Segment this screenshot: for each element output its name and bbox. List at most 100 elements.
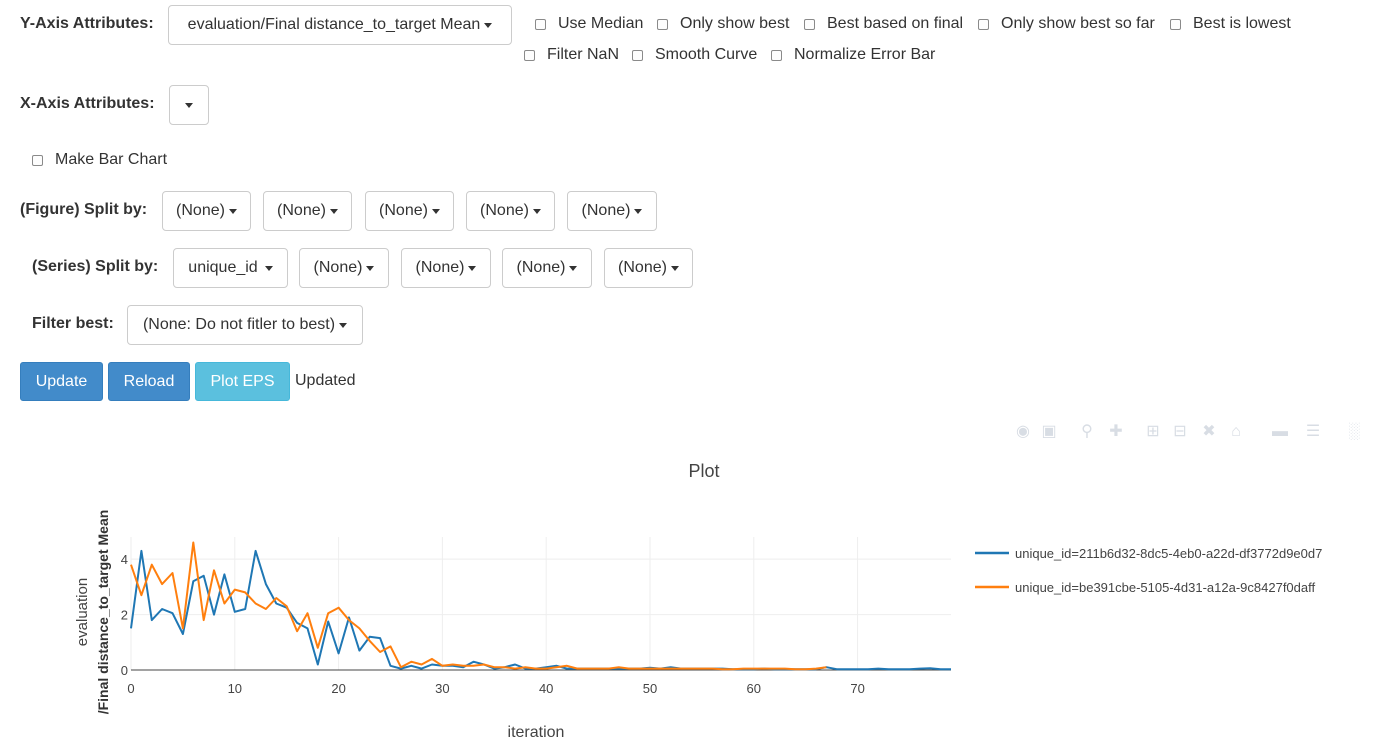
series-split-select-3[interactable]: (None) — [401, 248, 491, 288]
series-split-select-1[interactable]: unique_id — [173, 248, 288, 288]
best-is-lowest-checkbox[interactable]: Best is lowest — [1170, 15, 1291, 33]
checkbox-label: Use Median — [558, 15, 644, 32]
caret-down-icon — [484, 22, 493, 28]
select-value: (None) — [618, 259, 667, 276]
select-value: (None) — [379, 202, 428, 219]
smooth-curve-checkbox[interactable]: Smooth Curve — [632, 46, 757, 64]
select-value: unique_id — [188, 259, 258, 276]
checkbox-box[interactable] — [771, 49, 782, 61]
checkbox-label: Best based on final — [827, 15, 964, 32]
checkbox-box[interactable] — [632, 49, 643, 61]
x-tick-label: 0 — [127, 681, 134, 696]
x-tick-label: 50 — [643, 681, 657, 696]
checkbox-label: Best is lowest — [1193, 15, 1291, 32]
series-split-select-4[interactable]: (None) — [502, 248, 592, 288]
select-value: (None) — [516, 259, 566, 276]
checkbox-box[interactable] — [1170, 18, 1181, 30]
select-value: (None) — [480, 202, 529, 219]
caret-down-icon — [468, 265, 477, 271]
checkbox-label: Only show best so far — [1001, 15, 1155, 32]
status-text: Updated — [295, 372, 356, 389]
select-value: (None) — [277, 202, 326, 219]
figure-split-select-2[interactable]: (None) — [263, 191, 352, 231]
filter-best-label: Filter best: — [32, 315, 114, 332]
pan-icon[interactable]: ✚ — [1109, 423, 1123, 440]
normalize-error-bar-checkbox[interactable]: Normalize Error Bar — [771, 46, 935, 64]
checkbox-box[interactable] — [657, 18, 668, 30]
select-value: (None) — [581, 202, 631, 219]
x-tick-label: 10 — [228, 681, 242, 696]
x-axis-title: iteration — [508, 724, 565, 741]
figure-split-select-5[interactable]: (None) — [567, 191, 657, 231]
figure-split-select-4[interactable]: (None) — [466, 191, 555, 231]
caret-down-icon — [339, 322, 348, 328]
filter-best-select[interactable]: (None: Do not fitler to best) — [127, 305, 363, 345]
caret-down-icon — [670, 265, 679, 271]
only-show-best-checkbox[interactable]: Only show best — [657, 15, 789, 33]
caret-down-icon — [532, 208, 541, 214]
checkbox-label: Normalize Error Bar — [794, 46, 936, 63]
checkbox-box[interactable] — [804, 18, 815, 30]
zoom-in-icon[interactable]: ⊞ — [1146, 423, 1160, 440]
select-value: (None) — [415, 259, 465, 276]
zoom-icon[interactable]: ⚲ — [1081, 423, 1093, 440]
y-axis-title-line-1: /Final distance_to_target Mean — [95, 510, 111, 715]
figure-split-label: (Figure) Split by: — [20, 201, 148, 218]
checkbox-box[interactable] — [32, 154, 43, 166]
caret-down-icon — [634, 208, 643, 214]
only-show-best-so-far-checkbox[interactable]: Only show best so far — [978, 15, 1155, 33]
y-tick-label: 4 — [121, 552, 128, 567]
x-axis-label: X-Axis Attributes: — [20, 95, 155, 112]
update-button[interactable]: Update — [20, 362, 103, 401]
checkbox-label: Make Bar Chart — [55, 151, 168, 168]
camera-icon[interactable]: ◉ — [1016, 423, 1030, 440]
use-median-checkbox[interactable]: Use Median — [535, 15, 643, 33]
legend-item[interactable]: unique_id=211b6d32-8dc5-4eb0-a22d-df3772… — [1015, 546, 1322, 561]
line-chart: 0 10 20 30 40 50 60 70 0 2 4 Plot iteration /Final… — [74, 461, 1322, 741]
reset-axes-icon[interactable]: ⌂ — [1231, 423, 1241, 440]
best-based-on-final-checkbox[interactable]: Best based on final — [804, 15, 963, 33]
figure-split-select-1[interactable]: (None) — [162, 191, 251, 231]
y-axis-select[interactable]: evaluation/Final distance_to_target Mean — [168, 5, 512, 45]
checkbox-box[interactable] — [535, 18, 546, 30]
spike-lines-icon[interactable]: ▬ — [1272, 423, 1288, 440]
reload-button[interactable]: Reload — [108, 362, 190, 401]
series-split-select-2[interactable]: (None) — [299, 248, 389, 288]
figure-split-select-3[interactable]: (None) — [365, 191, 454, 231]
x-tick-label: 40 — [539, 681, 553, 696]
legend-item[interactable]: unique_id=be391cbe-5105-4d31-a12a-9c8427… — [1015, 580, 1315, 595]
filter-nan-checkbox[interactable]: Filter NaN — [524, 46, 619, 64]
plotly-logo-icon[interactable]: ░ — [1348, 423, 1360, 440]
caret-down-icon — [431, 208, 440, 214]
checkbox-box[interactable] — [524, 49, 535, 61]
y-axis-title-line-2: evaluation — [74, 578, 91, 646]
y-axis-select-value: evaluation/Final distance_to_target Mean — [187, 16, 481, 33]
select-value: (None: Do not fitler to best) — [142, 316, 336, 333]
plot-eps-button[interactable]: Plot EPS — [195, 362, 290, 401]
y-tick-label: 0 — [121, 663, 128, 678]
x-tick-label: 60 — [747, 681, 761, 696]
checkbox-label: Filter NaN — [547, 46, 620, 63]
zoom-out-icon[interactable]: ⊟ — [1173, 423, 1187, 440]
caret-down-icon — [329, 208, 338, 214]
caret-down-icon — [366, 265, 375, 271]
compare-hover-icon[interactable]: ☰ — [1305, 423, 1321, 440]
x-axis-select[interactable] — [169, 85, 209, 125]
save-icon[interactable]: ▣ — [1041, 423, 1057, 440]
autoscale-icon[interactable]: ✖ — [1202, 423, 1216, 440]
checkbox-box[interactable] — [978, 18, 989, 30]
make-bar-chart-checkbox[interactable]: Make Bar Chart — [32, 151, 167, 169]
select-value: (None) — [176, 202, 225, 219]
series-line-2 — [130, 541, 827, 671]
series-split-label: (Series) Split by: — [32, 258, 159, 275]
caret-down-icon — [185, 102, 193, 108]
caret-down-icon — [264, 265, 273, 271]
series-split-select-5[interactable]: (None) — [604, 248, 693, 288]
x-tick-label: 70 — [850, 681, 864, 696]
y-axis-label: Y-Axis Attributes: — [20, 15, 154, 32]
checkbox-label: Only show best — [680, 15, 790, 32]
select-value: (None) — [313, 259, 363, 276]
x-tick-label: 30 — [435, 681, 449, 696]
checkbox-label: Smooth Curve — [655, 46, 758, 63]
y-tick-label: 2 — [121, 608, 128, 623]
